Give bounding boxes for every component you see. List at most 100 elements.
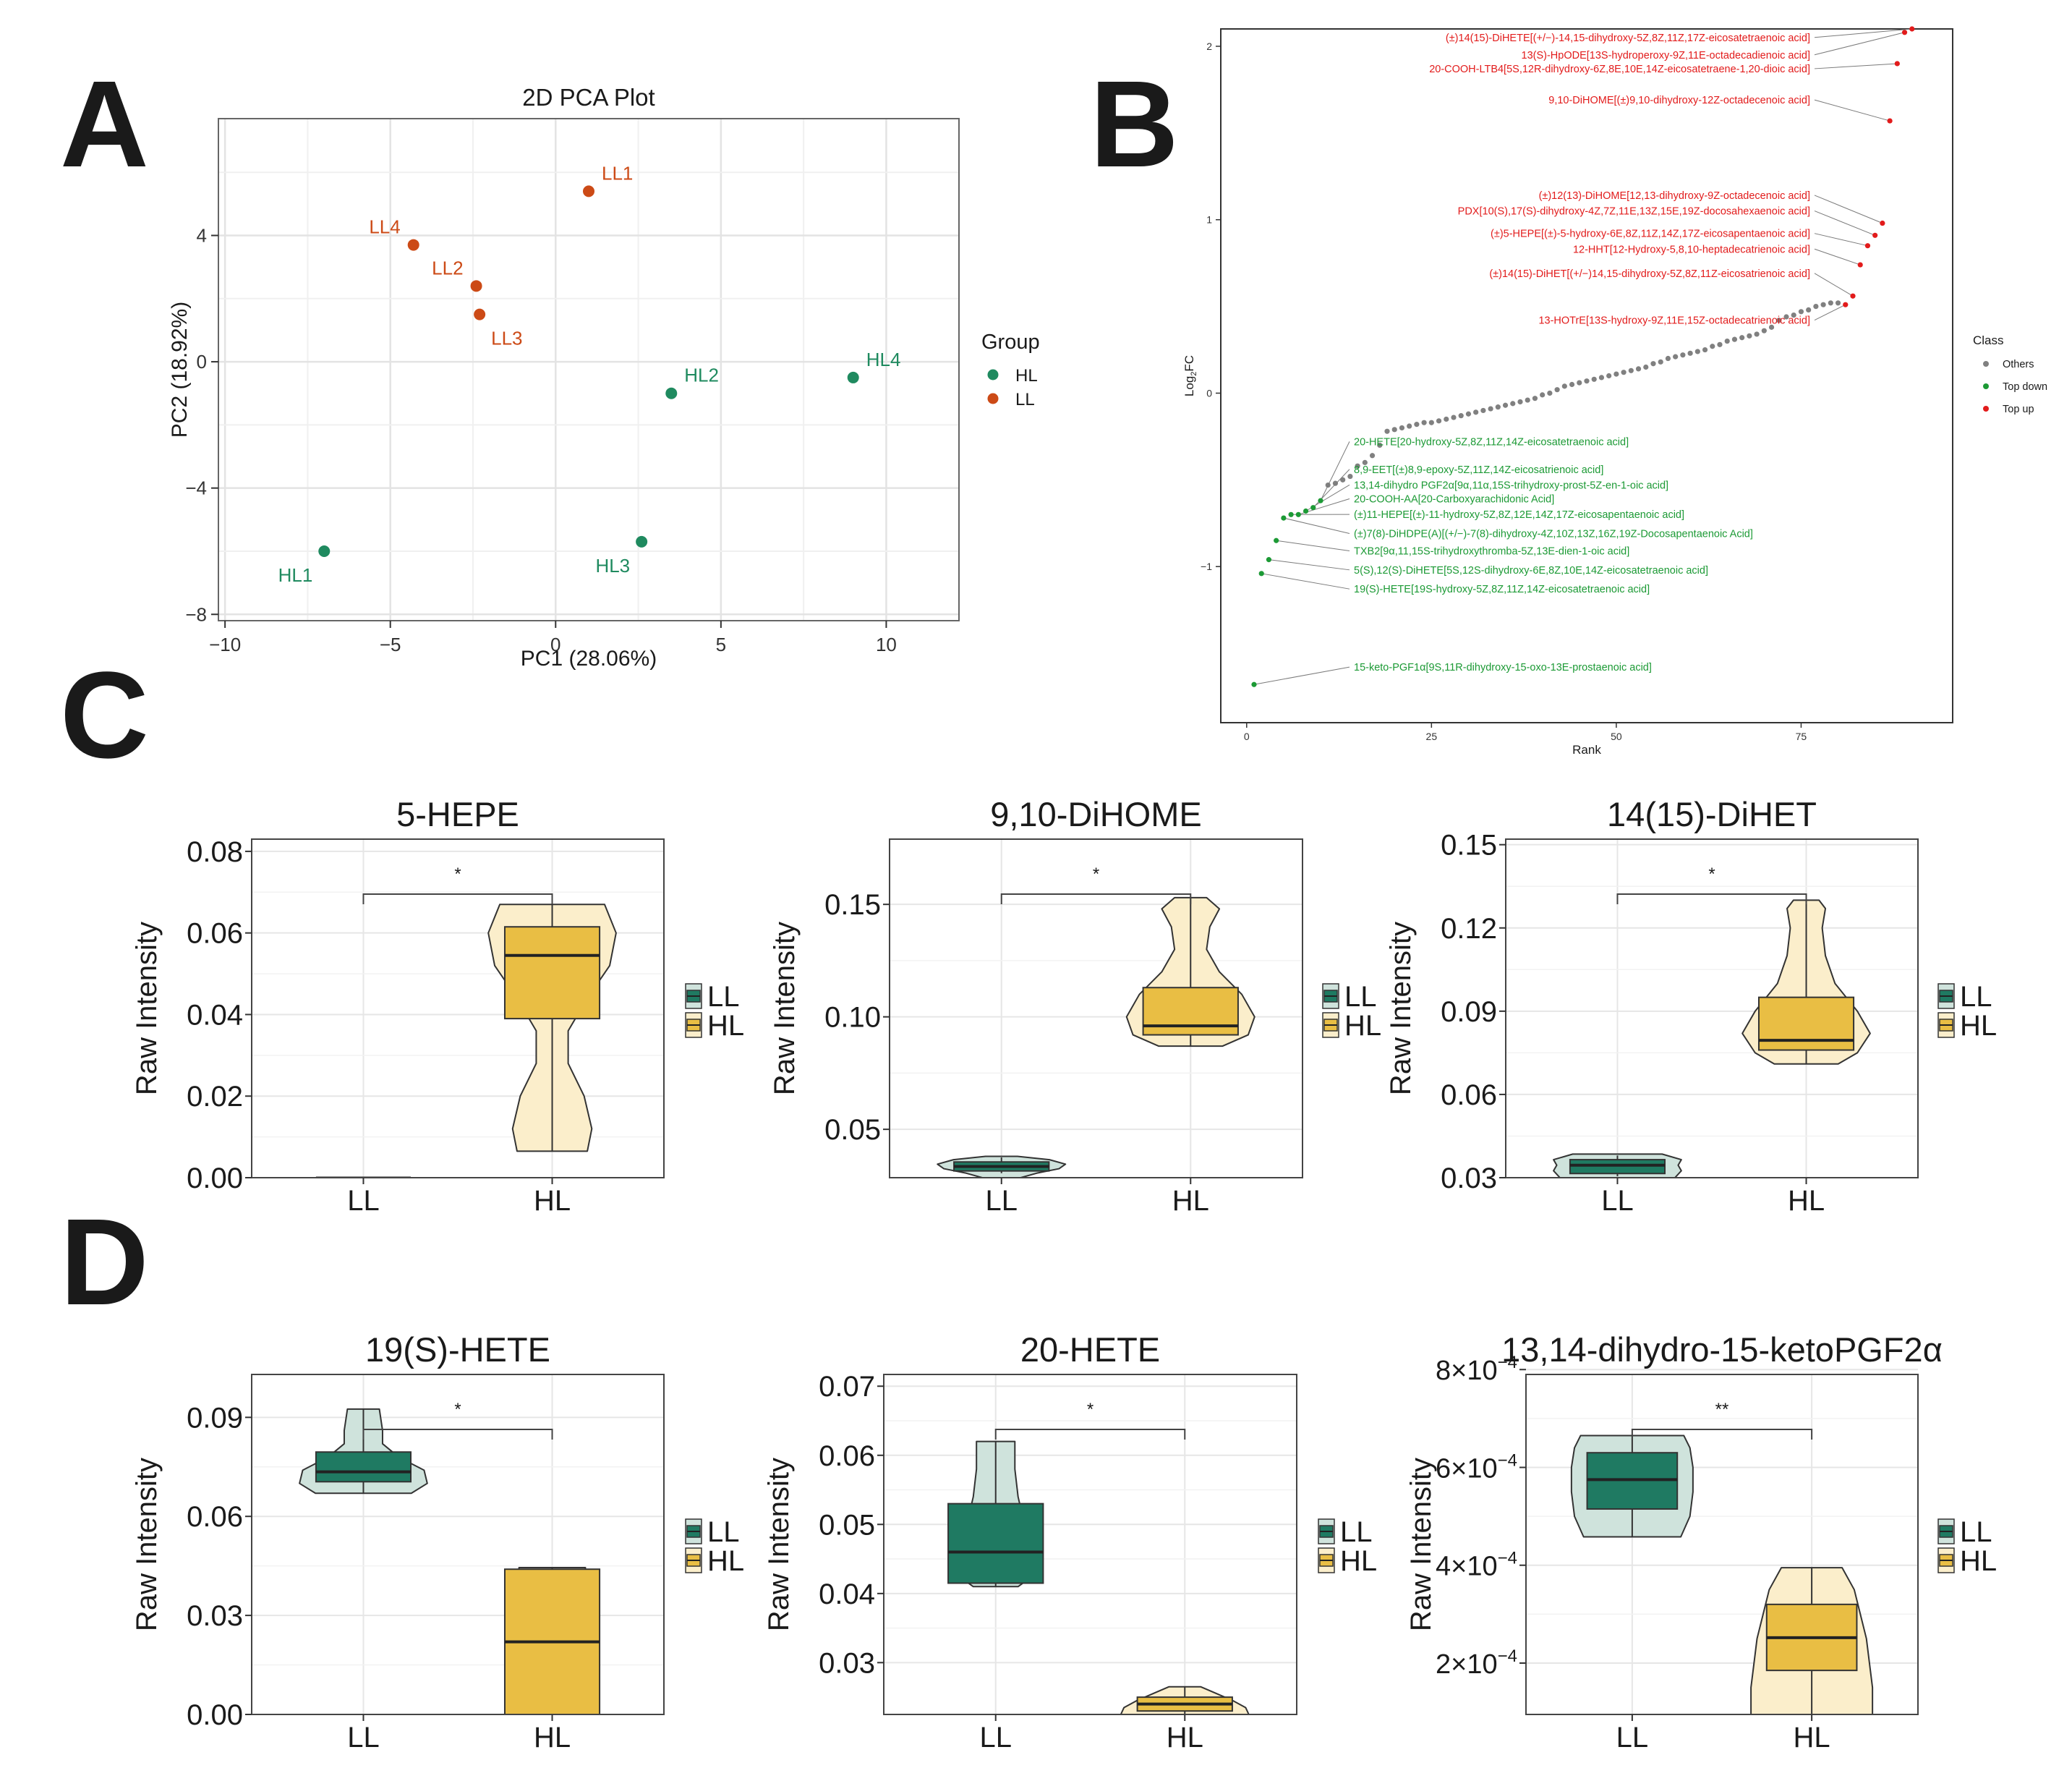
x-tick-label: HL: [1788, 1185, 1825, 1217]
significance-bracket: [1000, 893, 1192, 904]
box: [1142, 987, 1239, 1036]
top-down-label: 8,9-EET[(±)8,9-epoxy-5Z,11Z,14Z-eicosatr…: [1354, 464, 1603, 476]
top-up-point: [1901, 30, 1908, 35]
top-up-label: (±)14(15)-DiHETE[(+/−)-14,15-dihydroxy-5…: [1446, 33, 1810, 44]
others-point: [1465, 411, 1472, 417]
legend-marker: [1983, 361, 1989, 367]
x-tick-label: HL: [1794, 1722, 1830, 1754]
y-tick-label: 8×10−4: [1436, 1353, 1517, 1386]
legend-label: LL: [1960, 1516, 1992, 1548]
x-axis-label: PC1 (28.06%): [521, 647, 657, 671]
leader-line: [1814, 248, 1861, 265]
y-tick-label: 0: [197, 351, 207, 373]
y-tick-label: 0.04: [187, 999, 243, 1031]
chart-title: 13,14-dihydro-15-ketoPGF2α: [1501, 1330, 1943, 1369]
others-point: [1724, 338, 1730, 344]
others-point: [1488, 406, 1493, 412]
legend-label: HL: [1015, 366, 1038, 386]
top-down-point: [1258, 571, 1264, 577]
violin-chart-13-14-dihydro-15-keto-pgf2a: **2×10−44×10−46×10−48×10−4LL HL13,14-dihy…: [1405, 1330, 1997, 1754]
others-point: [1510, 401, 1516, 407]
legend-label: HL: [1960, 1545, 1997, 1577]
others-point: [1798, 309, 1804, 315]
others-point: [1451, 415, 1457, 420]
plot-area: [218, 119, 959, 621]
y-tick-label: 0.04: [819, 1578, 875, 1610]
others-point: [1621, 370, 1627, 375]
top-down-label: (±)7(8)-DiHDPE(A)[(+/−)-7(8)-dihydroxy-4…: [1354, 528, 1753, 540]
leader-line: [1276, 540, 1350, 551]
x-tick-label: −10: [209, 634, 241, 655]
others-point: [1444, 416, 1449, 422]
y-axis-label-tail: FC: [1182, 355, 1196, 372]
top-up-label: (±)14(15)-DiHET[(+/−)14,15-dihydroxy-5Z,…: [1489, 268, 1810, 280]
y-tick-label: 0.12: [1441, 913, 1497, 945]
others-point: [1532, 396, 1538, 401]
box: [1757, 996, 1855, 1051]
others-point: [1606, 373, 1612, 379]
leader-line: [1814, 99, 1890, 122]
plot-border: [1505, 838, 1919, 1178]
y-tick-label: 0.07: [819, 1371, 875, 1403]
y-tick-exp: −4: [1498, 1353, 1517, 1372]
legend-label: LL: [1960, 981, 1992, 1013]
others-point: [1502, 402, 1509, 408]
leader-line: [1814, 195, 1883, 224]
others-point: [1731, 336, 1738, 342]
top-up-label: 9,10-DiHOME[(±)9,10-dihydroxy-12Z-octade…: [1548, 95, 1810, 106]
significance-label: *: [1093, 864, 1099, 884]
top-down-point: [1318, 498, 1323, 503]
point-label: HL4: [866, 349, 901, 370]
point-label: LL4: [369, 216, 400, 238]
top-up-point: [1909, 26, 1915, 32]
y-tick-label: 0.00: [187, 1699, 243, 1731]
others-point: [1598, 375, 1605, 381]
x-tick-label: LL: [347, 1185, 380, 1217]
y-tick-label: −4: [185, 477, 207, 499]
legend-title: Class: [1973, 333, 2004, 347]
point-label: LL2: [432, 257, 463, 279]
others-point: [1584, 378, 1590, 384]
data-point: [474, 308, 486, 320]
others-point: [1643, 364, 1649, 370]
legend-label: LL: [1340, 1516, 1373, 1548]
top-up-point: [1857, 262, 1863, 268]
y-tick-label: 4: [197, 224, 207, 246]
panel-label-c: C: [60, 647, 149, 784]
point-label: HL3: [595, 555, 630, 577]
others-point: [1340, 477, 1346, 483]
panel-label-d: D: [60, 1194, 149, 1331]
others-point: [1768, 324, 1775, 330]
y-tick-label: 0.03: [187, 1600, 243, 1632]
chart-title: 20-HETE: [1020, 1330, 1160, 1369]
legend-marker: [987, 369, 999, 381]
data-point: [470, 280, 482, 292]
others-point: [1665, 355, 1671, 362]
plot-area: [252, 839, 664, 1178]
others-point: [1591, 376, 1597, 382]
violin-body: [937, 896, 1255, 1178]
leader-line: [1814, 63, 1898, 69]
chart-title: 19(S)-HETE: [365, 1330, 550, 1369]
others-point: [1355, 463, 1360, 469]
legend-label: Top up: [2003, 404, 2034, 415]
others-point: [1702, 347, 1708, 353]
y-tick-label: −8: [185, 603, 207, 625]
leader-line: [1320, 441, 1350, 501]
others-point: [1495, 404, 1501, 410]
x-tick-label: 50: [1611, 731, 1622, 742]
others-point: [1428, 420, 1434, 425]
x-tick-label: 25: [1426, 731, 1438, 742]
plot-border: [218, 118, 960, 621]
top-down-point: [1266, 557, 1272, 563]
others-point: [1835, 300, 1841, 306]
others-point: [1547, 390, 1553, 396]
y-tick-label: 0.08: [187, 836, 243, 868]
others-point: [1828, 300, 1833, 306]
y-tick-exp: −4: [1498, 1646, 1517, 1666]
top-down-point: [1295, 511, 1301, 517]
others-point: [1332, 480, 1339, 486]
others-point: [1791, 312, 1796, 318]
x-axis-label: Rank: [1572, 743, 1601, 757]
